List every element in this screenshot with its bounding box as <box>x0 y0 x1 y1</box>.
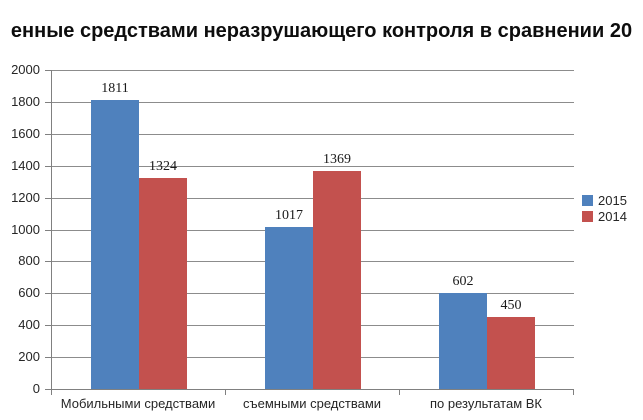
bar-2014-category-2 <box>313 171 361 389</box>
y-axis-tick-label: 200 <box>18 349 40 364</box>
bar-2015-category-2 <box>265 227 313 389</box>
legend-label-2014: 2014 <box>598 209 627 224</box>
y-axis-tick-label: 2000 <box>11 62 40 77</box>
y-axis-tick-label: 1000 <box>11 222 40 237</box>
bar-2014-category-3 <box>487 317 535 389</box>
bar-2015-category-1 <box>91 100 139 389</box>
y-axis-tick-label: 1200 <box>11 190 40 205</box>
x-axis-tick-mark <box>51 390 52 395</box>
plot-area: 1811 1324 1017 1369 602 450 <box>51 70 574 390</box>
y-axis-tick-label: 600 <box>18 285 40 300</box>
gridline-1400 <box>52 166 574 167</box>
legend-label-2015: 2015 <box>598 193 627 208</box>
y-axis-tick-label: 1400 <box>11 158 40 173</box>
bar-2015-category-3 <box>439 293 487 389</box>
x-axis-tick-mark <box>225 390 226 395</box>
legend-swatch-2014 <box>582 211 593 222</box>
legend-swatch-2015 <box>582 195 593 206</box>
bar-value-label: 602 <box>452 274 474 289</box>
x-axis-tick-mark <box>399 390 400 395</box>
bar-value-label: 1369 <box>323 152 351 167</box>
gridline-1800 <box>52 102 574 103</box>
bar-value-label: 450 <box>500 298 522 313</box>
y-axis-tick-label: 1800 <box>11 94 40 109</box>
legend-item-2015: 2015 <box>582 193 627 208</box>
y-axis-tick-label: 400 <box>18 317 40 332</box>
x-axis-category-label-1: Мобильными средствами <box>60 396 216 411</box>
gridline-2000 <box>52 70 574 71</box>
bar-value-label: 1811 <box>101 81 129 96</box>
y-axis-tick-label: 1600 <box>11 126 40 141</box>
bar-value-label: 1017 <box>275 208 303 223</box>
legend: 2015 2014 <box>582 193 627 227</box>
chart-title: енные средствами неразрушающего контроля… <box>10 20 633 42</box>
bar-value-label: 1324 <box>149 159 177 174</box>
x-axis-tick-mark <box>573 390 574 395</box>
y-axis-tick-label: 0 <box>32 381 40 396</box>
legend-item-2014: 2014 <box>582 209 627 224</box>
x-axis-category-label-3: по результатам ВК <box>429 396 542 411</box>
x-axis-category-label-2: съемными средствами <box>242 396 382 411</box>
bar-2014-category-1 <box>139 178 187 389</box>
gridline-1600 <box>52 134 574 135</box>
y-axis-tick-label: 800 <box>18 253 40 268</box>
